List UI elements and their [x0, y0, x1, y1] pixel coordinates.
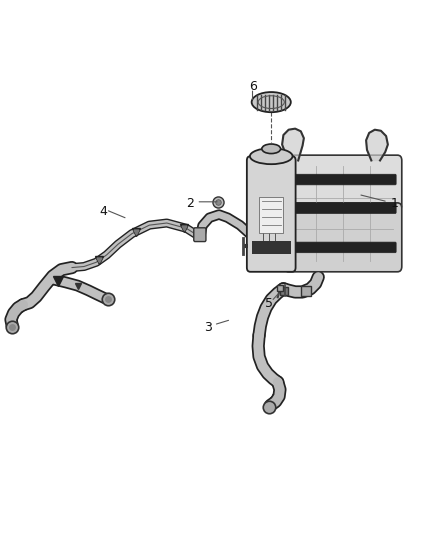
Polygon shape [366, 130, 388, 160]
Text: 2: 2 [186, 197, 194, 211]
FancyBboxPatch shape [252, 241, 291, 254]
FancyBboxPatch shape [284, 155, 402, 211]
Bar [259, 197, 283, 233]
Polygon shape [282, 128, 304, 160]
Ellipse shape [252, 92, 291, 112]
FancyBboxPatch shape [290, 242, 396, 253]
Ellipse shape [250, 148, 293, 164]
FancyBboxPatch shape [290, 174, 396, 185]
Text: 3: 3 [204, 321, 212, 334]
Text: 1: 1 [391, 197, 399, 211]
Text: 6: 6 [250, 80, 258, 93]
FancyBboxPatch shape [284, 203, 402, 272]
FancyBboxPatch shape [290, 203, 396, 214]
Text: 4: 4 [99, 205, 107, 219]
FancyBboxPatch shape [247, 156, 296, 272]
Ellipse shape [262, 144, 281, 154]
FancyBboxPatch shape [194, 228, 206, 241]
Text: 5: 5 [265, 297, 273, 310]
